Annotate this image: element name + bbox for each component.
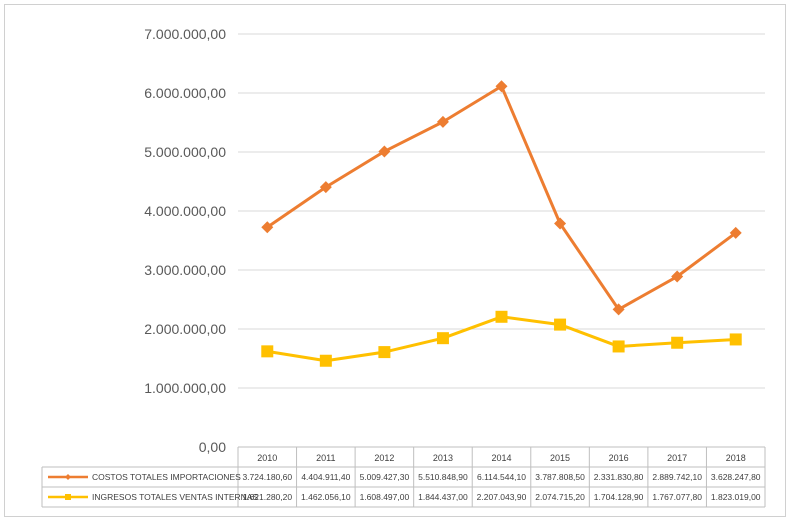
- data-point: [261, 221, 274, 234]
- data-table-value: 1.462.056,10: [301, 492, 351, 502]
- legend-marker: [65, 494, 71, 500]
- y-tick-label: 6.000.000,00: [144, 85, 226, 101]
- data-point: [495, 80, 508, 93]
- data-point: [319, 354, 332, 367]
- category-label: 2018: [726, 453, 746, 463]
- data-table-value: 6.114.544,10: [477, 472, 526, 482]
- category-label: 2016: [609, 453, 629, 463]
- data-point: [378, 145, 391, 158]
- data-point: [495, 310, 508, 323]
- data-table-value: 1.767.077,80: [652, 492, 702, 502]
- y-tick-label: 0,00: [199, 439, 226, 455]
- category-label: 2015: [550, 453, 570, 463]
- data-point: [729, 333, 742, 346]
- data-table-value: 1.823.019,00: [711, 492, 761, 502]
- data-point: [261, 345, 274, 358]
- y-tick-label: 2.000.000,00: [144, 321, 226, 337]
- legend-label: COSTOS TOTALES IMPORTACIONES: [92, 472, 241, 482]
- category-label: 2011: [316, 453, 335, 463]
- data-point: [729, 226, 742, 239]
- series-line: [266, 84, 737, 311]
- legend-marker: [65, 474, 71, 480]
- chart-frame: 0,00 1.000.000,00 2.000.000,00 3.000.000,00…: [4, 4, 786, 517]
- data-table-value: 2.207.043,90: [477, 492, 527, 502]
- data-table-value: 2.331.830,80: [594, 472, 644, 482]
- data-table-value: 5.510.848,90: [418, 472, 468, 482]
- data-point: [612, 303, 625, 316]
- data-table-value: 1.621.280,20: [242, 492, 292, 502]
- data-point: [378, 346, 391, 359]
- data-table-value: 1.844.437,00: [418, 492, 468, 502]
- data-table-value: 3.628.247,80: [711, 472, 761, 482]
- data-table-value: 5.009.427,30: [360, 472, 410, 482]
- data-table-value: 1.608.497,00: [360, 492, 410, 502]
- data-point: [436, 332, 449, 345]
- data-point: [671, 270, 684, 283]
- data-point: [671, 336, 684, 349]
- data-point: [319, 181, 332, 194]
- series-line: [267, 315, 736, 363]
- y-tick-label: 7.000.000,00: [144, 26, 226, 42]
- data-table-value: 2.889.742,10: [652, 472, 702, 482]
- y-tick-label: 1.000.000,00: [144, 380, 226, 396]
- category-label: 2010: [257, 453, 277, 463]
- data-table-value: 4.404.911,40: [301, 472, 350, 482]
- line-chart: 0,00 1.000.000,00 2.000.000,00 3.000.000,00…: [41, 26, 766, 508]
- y-tick-label: 5.000.000,00: [144, 144, 226, 160]
- category-label: 2013: [433, 453, 453, 463]
- data-table-value: 3.787.808,50: [535, 472, 585, 482]
- data-point: [554, 217, 567, 230]
- y-tick-label: 3.000.000,00: [144, 262, 226, 278]
- legend-label: INGRESOS TOTALES VENTAS INTERNAS: [92, 492, 258, 502]
- category-label: 2014: [491, 453, 511, 463]
- data-point: [436, 115, 449, 128]
- data-table-value: 3.724.180,60: [242, 472, 292, 482]
- data-point: [554, 318, 567, 331]
- category-label: 2012: [374, 453, 394, 463]
- data-table-value: 2.074.715,20: [535, 492, 585, 502]
- data-point: [612, 340, 625, 353]
- category-label: 2017: [667, 453, 687, 463]
- y-tick-label: 4.000.000,00: [144, 203, 226, 219]
- data-table-value: 1.704.128,90: [594, 492, 644, 502]
